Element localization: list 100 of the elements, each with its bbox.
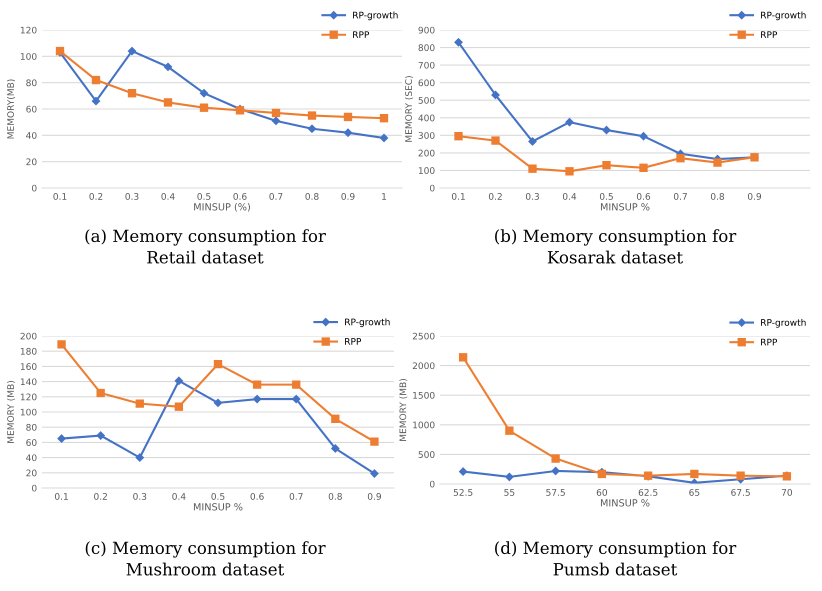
x-tick-label: 0.7 bbox=[674, 193, 687, 200]
point bbox=[551, 466, 560, 476]
x-tick-label: 57.5 bbox=[546, 489, 565, 496]
point bbox=[174, 376, 184, 385]
point bbox=[380, 114, 388, 122]
point bbox=[57, 340, 66, 349]
x-tick-label: 0.5 bbox=[211, 493, 224, 500]
x-tick-label: 0.3 bbox=[526, 193, 539, 200]
x-tick-label: 0.2 bbox=[488, 193, 502, 200]
x-tick-label: 0.1 bbox=[53, 193, 66, 200]
y-tick-label: 80 bbox=[26, 79, 37, 86]
y-tick-label: 600 bbox=[418, 79, 435, 86]
legend-label: RP-growth bbox=[345, 318, 390, 328]
point bbox=[505, 426, 514, 435]
point bbox=[551, 454, 560, 463]
point bbox=[639, 164, 648, 172]
point bbox=[639, 132, 648, 140]
x-tick-label: 0.5 bbox=[197, 193, 210, 200]
x-tick-label: 0.4 bbox=[161, 193, 175, 200]
y-tick-label: 40 bbox=[26, 132, 37, 139]
point bbox=[380, 134, 388, 142]
y-axis-title: MEMORY(MB) bbox=[7, 79, 16, 138]
y-axis-title: MEMORY (MB) bbox=[7, 381, 16, 443]
y-tick-label: 120 bbox=[20, 26, 37, 34]
x-tick-label: 65 bbox=[689, 489, 700, 496]
text: (b) Memory consumption for Kosarak dataset bbox=[495, 229, 736, 264]
point bbox=[344, 112, 352, 122]
x-tick-label: 0.9 bbox=[368, 493, 381, 500]
x-tick-label: 1 bbox=[382, 193, 386, 200]
y-tick-label: 20 bbox=[26, 470, 37, 476]
y-tick-label: 800 bbox=[418, 44, 435, 52]
x-tick-label: 0.7 bbox=[269, 193, 282, 200]
point bbox=[602, 126, 611, 134]
point bbox=[136, 399, 144, 408]
x-tick-label: 0.9 bbox=[748, 193, 762, 200]
point bbox=[308, 124, 316, 133]
legend-label: RP-growth bbox=[761, 11, 806, 20]
y-tick-label: 100 bbox=[418, 167, 435, 174]
point bbox=[528, 137, 537, 146]
x-tick-label: 0.2 bbox=[94, 493, 107, 500]
x-tick-label: 0.7 bbox=[290, 493, 303, 500]
y-tick-label: 300 bbox=[418, 132, 435, 139]
point bbox=[676, 154, 685, 162]
x-tick-label: 0.6 bbox=[250, 493, 264, 500]
point bbox=[565, 118, 574, 126]
point bbox=[128, 89, 136, 98]
x-axis-title: MINSUP (%) bbox=[194, 203, 250, 212]
y-tick-label: 0 bbox=[430, 480, 435, 488]
point bbox=[252, 380, 262, 389]
y-tick-label: 200 bbox=[418, 150, 435, 156]
point bbox=[491, 90, 500, 100]
y-tick-label: 140 bbox=[20, 378, 37, 386]
legend-label: RPP bbox=[353, 31, 370, 38]
point bbox=[331, 414, 340, 424]
x-tick-label: 0.8 bbox=[328, 493, 342, 500]
point bbox=[308, 111, 316, 120]
x-tick-label: 55 bbox=[504, 489, 514, 496]
point bbox=[92, 96, 100, 106]
point bbox=[505, 472, 514, 482]
point bbox=[454, 132, 463, 140]
x-axis-title: MINSUP % bbox=[600, 499, 650, 507]
x-tick-label: 0.3 bbox=[125, 193, 138, 200]
x-tick-label: 0.3 bbox=[133, 493, 146, 500]
point bbox=[454, 38, 463, 46]
y-tick-label: 120 bbox=[20, 394, 37, 400]
x-tick-label: 0.8 bbox=[305, 193, 319, 200]
point bbox=[136, 453, 144, 462]
text: (a) Memory consumption for Retail dataset bbox=[85, 229, 326, 264]
y-tick-label: 0 bbox=[32, 484, 37, 492]
point bbox=[214, 360, 222, 368]
y-tick-label: 0 bbox=[32, 184, 37, 192]
x-tick-label: 0.8 bbox=[710, 193, 724, 200]
x-tick-label: 0.1 bbox=[452, 193, 465, 200]
y-tick-label: 700 bbox=[418, 62, 435, 69]
y-axis-title: MEMORY (MB) bbox=[399, 379, 408, 441]
point bbox=[96, 431, 105, 440]
y-tick-label: 500 bbox=[418, 96, 435, 104]
y-tick-label: 80 bbox=[26, 424, 37, 431]
point bbox=[200, 104, 208, 112]
legend-label: RPP bbox=[345, 338, 362, 345]
y-tick-label: 160 bbox=[20, 363, 37, 370]
point bbox=[331, 444, 340, 453]
point bbox=[602, 161, 611, 170]
x-tick-label: 0.5 bbox=[600, 193, 613, 200]
y-tick-label: 180 bbox=[20, 348, 37, 355]
point bbox=[565, 167, 574, 176]
y-tick-label: 400 bbox=[418, 114, 435, 122]
legend-label: RP-growth bbox=[353, 11, 398, 20]
x-tick-label: 70 bbox=[782, 489, 792, 496]
x-tick-label: 0.4 bbox=[562, 193, 576, 200]
point bbox=[96, 388, 105, 398]
text: (c) Memory consumption for Mushroom dataset bbox=[86, 541, 326, 576]
point bbox=[92, 76, 100, 84]
point bbox=[491, 136, 500, 145]
x-tick-label: 0.6 bbox=[233, 193, 247, 200]
point bbox=[736, 472, 745, 480]
x-tick-label: 62.5 bbox=[638, 489, 658, 496]
point bbox=[174, 402, 184, 411]
y-tick-label: 100 bbox=[20, 53, 37, 60]
x-axis-title: MINSUP % bbox=[600, 203, 650, 211]
